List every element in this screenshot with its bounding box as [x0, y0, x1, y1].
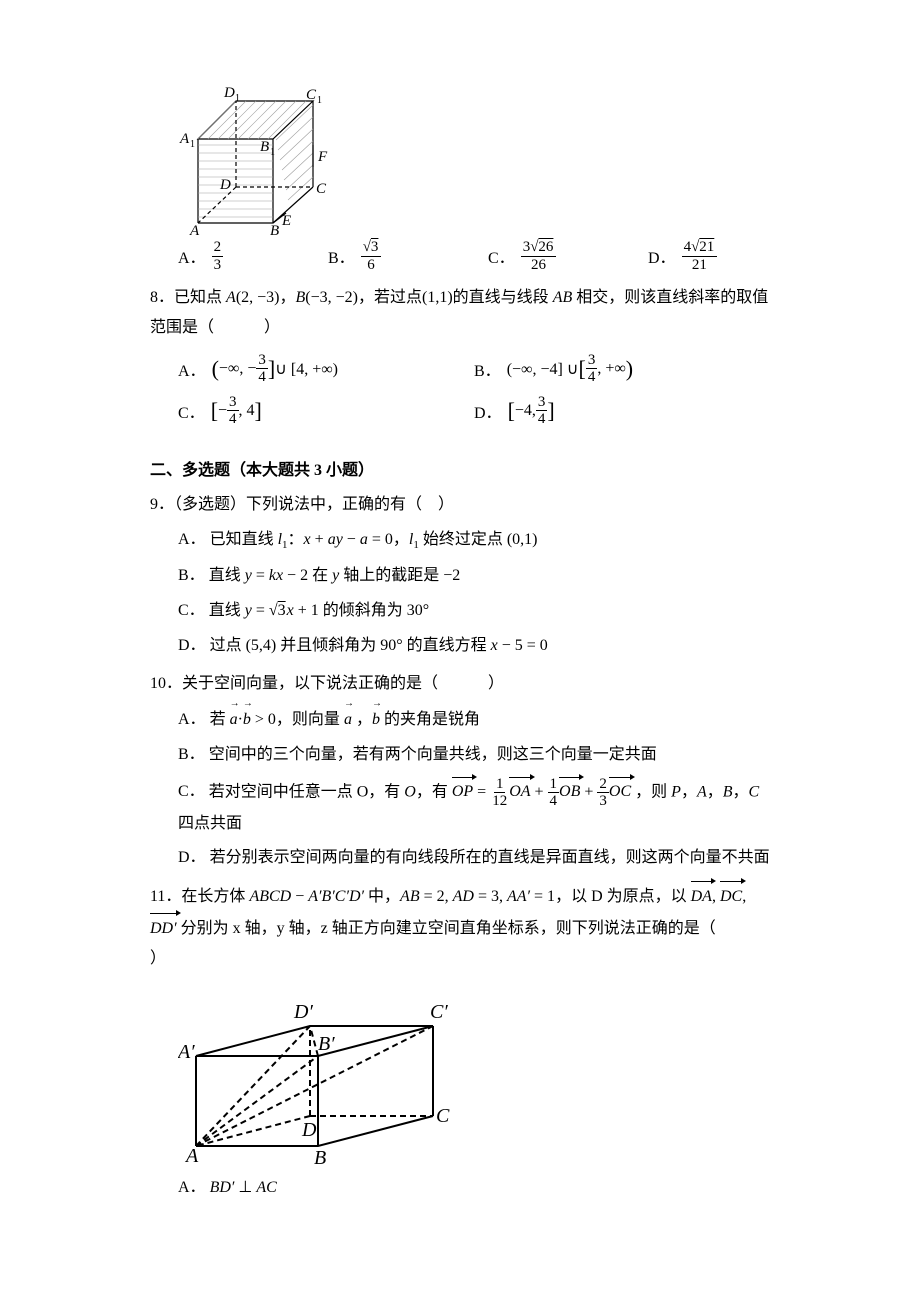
q11-option-a: A．BD′ ⊥ AC	[178, 1174, 770, 1203]
svg-text:1: 1	[190, 139, 195, 150]
q7-option-b: B． √36	[328, 239, 488, 273]
svg-text:1: 1	[270, 147, 275, 158]
svg-text:D: D	[223, 85, 235, 101]
svg-text:B: B	[270, 223, 279, 235]
q8-row2: C． [−34, 4] D． [−4, 34]	[178, 390, 770, 432]
q10-option-b: B．空间中的三个向量，若有两个向量共线，则这三个向量一定共面	[178, 741, 770, 770]
q7-option-d: D． 4√2121	[648, 239, 717, 273]
svg-text:A′: A′	[178, 1041, 195, 1063]
q9-stem: 9．（多选题）下列说法中，正确的有（ ）	[150, 490, 770, 520]
svg-text:D: D	[219, 177, 231, 193]
q9-option-a: A．已知直线 l1：x + ay − a = 0，l1 始终过定点 (0,1)	[178, 526, 770, 556]
q10-option-d: D．若分别表示空间两向量的有向线段所在的直线是异面直线，则这两个向量不共面	[178, 844, 770, 873]
q7-option-a: A． 23	[178, 239, 328, 273]
svg-text:1: 1	[317, 95, 322, 106]
section2-heading: 二、多选题（本大题共 3 小题）	[150, 456, 770, 480]
svg-text:C′: C′	[430, 1001, 448, 1023]
q9-option-d: D．过点 (5,4) 并且倾斜角为 90° 的直线方程 x − 5 = 0	[178, 632, 770, 661]
q8-stem: 8．已知点 A(2, −3)，B(−3, −2)，若过点(1,1)的直线与线段 …	[150, 283, 770, 344]
option-label: A．	[178, 244, 206, 268]
cuboid-diagram: A B C D A′ B′ C′ D′	[178, 978, 458, 1168]
q8-option-b: B． (−∞, −4] ∪ [34, +∞)	[474, 352, 770, 386]
svg-text:D: D	[301, 1119, 317, 1141]
q8-option-d: D． [−4, 34]	[474, 394, 770, 428]
q10-option-c: C．若对空间中任意一点 O，有 O，有 OP = 112OA + 14OB + …	[178, 776, 770, 839]
option-label: C．	[488, 244, 515, 268]
q10-option-a: A．若 a·b > 0，则向量 a ，b 的夹角是锐角	[178, 705, 770, 735]
svg-text:B′: B′	[318, 1033, 335, 1055]
svg-text:C: C	[306, 87, 317, 103]
option-label: D．	[648, 244, 676, 268]
svg-text:B: B	[260, 139, 269, 155]
option-label: B．	[328, 244, 355, 268]
q8-row1: A． (−∞, −34] ∪ [4, +∞) B． (−∞, −4] ∪ [34…	[178, 348, 770, 390]
q9-option-c: C．直线 y = √3x + 1 的倾斜角为 30°	[178, 597, 770, 626]
svg-text:B: B	[314, 1147, 326, 1168]
svg-text:E: E	[281, 213, 291, 229]
cube-diagram: A B C D A1 B1 C1 D1 E F	[178, 75, 348, 235]
svg-text:D′: D′	[293, 1001, 313, 1023]
svg-text:F: F	[317, 149, 328, 165]
q7-option-c: C． 3√2626	[488, 239, 648, 273]
q9-option-b: B．直线 y = kx − 2 在 y 轴上的截距是 −2	[178, 562, 770, 591]
q11-stem: 11．在长方体 ABCD − A′B′C′D′ 中，AB = 2, AD = 3…	[150, 881, 770, 974]
svg-text:A: A	[179, 131, 190, 147]
svg-text:C: C	[436, 1105, 450, 1127]
svg-text:A: A	[184, 1145, 199, 1167]
q8-option-a: A． (−∞, −34] ∪ [4, +∞)	[178, 352, 474, 386]
q7-options: A． 23 B． √36 C． 3√2626 D． 4√2121	[178, 239, 770, 273]
svg-text:A: A	[189, 223, 200, 235]
q8-option-c: C． [−34, 4]	[178, 394, 474, 428]
svg-text:1: 1	[235, 93, 240, 104]
svg-text:C: C	[316, 181, 327, 197]
